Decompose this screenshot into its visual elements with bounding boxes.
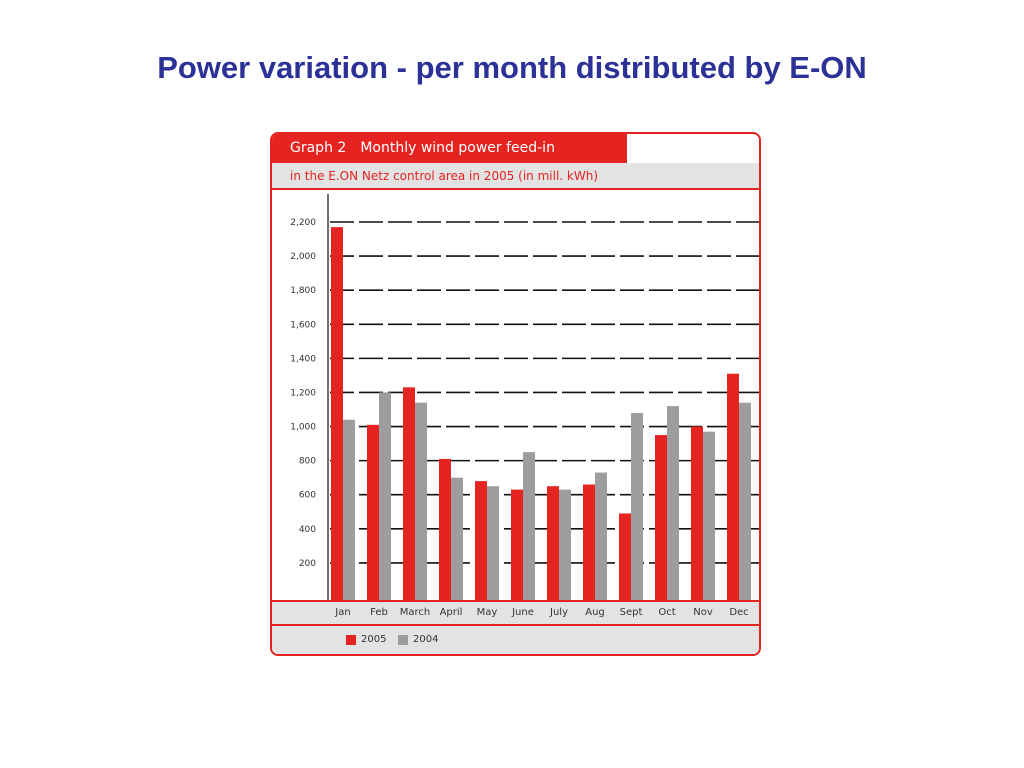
bar-2004-aug [595,472,607,602]
bar-chart: 200 400 600 800 1,000 1,200 1,400 1,600 1,800 2,0… [290,194,759,602]
x-tick-label: Aug [585,607,605,618]
y-tick-label: 1,200 [290,388,316,398]
bar-2005-feb [367,424,379,602]
x-tick-label: Feb [370,607,388,618]
x-tick-label: April [439,607,463,618]
bar-2004-jan [343,419,355,602]
bar-2004-oct [667,406,679,602]
bar-2004-sept [631,412,643,602]
graph-subtitle: in the E.ON Netz control area in 2005 (i… [272,163,759,190]
legend-item-2005: 2005 [346,634,386,645]
x-tick-label: June [512,607,534,618]
bar-2004-nov [703,431,715,602]
graph-header: Graph 2 Monthly wind power feed-in [272,134,627,163]
bar-2005-july [547,486,559,602]
x-tick-label: May [476,607,498,618]
bar-2004-dec [739,402,751,602]
bar-2004-march [415,402,427,602]
y-tick-label: 400 [299,525,316,535]
bar-2004-april [451,477,463,602]
x-tick-label: Jan [335,607,351,618]
bar-2004-july [559,489,571,602]
bar-2005-oct [655,435,667,602]
legend-item-2004: 2004 [398,634,438,645]
legend-label: 2004 [413,634,439,645]
bar-2005-jan [331,227,343,602]
bar-2005-dec [727,373,739,602]
bar-2005-nov [691,426,703,602]
legend-label: 2005 [361,634,387,645]
y-tick-label: 600 [299,491,316,501]
y-tick-label: 1,400 [290,354,316,364]
x-tick-label: Nov [693,607,713,618]
y-tick-label: 2,200 [290,218,316,228]
bar-2005-may [475,481,487,602]
legend: 2005 2004 [272,626,759,654]
y-tick-label: 1,800 [290,286,316,296]
x-tick-label: March [399,607,431,618]
y-tick-label: 1,600 [290,320,316,330]
y-tick-label: 800 [299,457,316,467]
graph-number: Graph 2 [290,140,347,156]
x-tick-label: July [550,607,568,618]
graph-title: Monthly wind power feed-in [360,140,555,156]
y-tick-label: 1,000 [290,423,316,433]
bar-2005-aug [583,484,595,602]
chart-panel: Graph 2 Monthly wind power feed-in in the… [270,132,761,656]
y-tick-label: 200 [299,559,316,569]
legend-swatch [398,634,408,645]
slide-title: Power variation - per month distributed … [157,50,867,85]
legend-swatch [346,634,356,645]
x-axis-band: Jan Feb March April May June July Aug Sept Oct Nov… [272,600,759,626]
y-tick-label: 2,000 [290,252,316,262]
bar-2004-june [523,452,535,602]
bar-2004-feb [379,392,391,602]
bar-2005-april [439,458,451,602]
x-tick-label: Oct [658,607,676,618]
bar-2005-sept [619,513,631,602]
bar-2005-june [511,489,523,602]
x-tick-label: Dec [729,607,749,618]
bar-2005-march [403,387,415,602]
x-tick-label: Sept [619,607,643,618]
bar-2004-may [487,486,499,602]
